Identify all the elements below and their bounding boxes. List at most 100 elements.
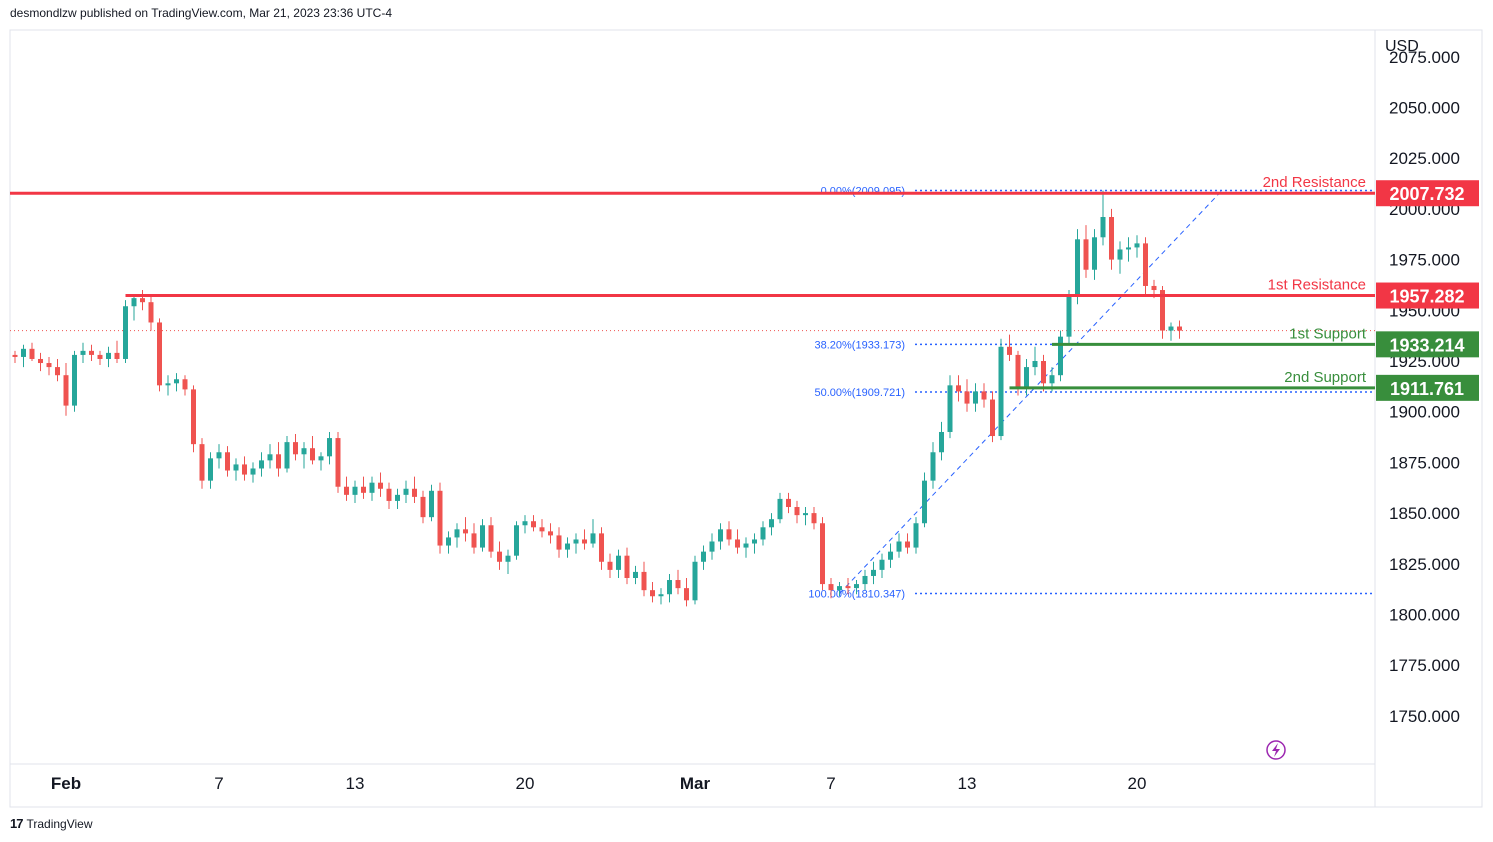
candle-body	[845, 586, 851, 589]
candle	[973, 383, 978, 412]
candle	[1092, 229, 1097, 280]
candle-body	[395, 494, 400, 501]
candle	[922, 472, 927, 528]
fib-trend-line[interactable]	[839, 190, 1223, 594]
candle	[624, 547, 630, 585]
candle-body	[1007, 346, 1012, 355]
x-axis[interactable]: Feb 7 13 20 Mar 7 13 20	[51, 774, 1147, 793]
candle-body	[616, 555, 621, 570]
candle	[148, 296, 154, 331]
candle-body	[335, 438, 341, 487]
candle-body	[828, 584, 834, 591]
candle-body	[293, 442, 298, 455]
candle-body	[420, 496, 426, 518]
candle-body	[939, 431, 944, 453]
candle-body	[12, 354, 18, 357]
candle	[1041, 354, 1046, 392]
support-price-tag[interactable]	[1376, 331, 1479, 358]
candle	[811, 507, 817, 530]
candle-body	[361, 486, 366, 493]
candle	[46, 356, 52, 376]
candle	[471, 523, 477, 554]
tradingview-logo-icon[interactable]: 17	[10, 816, 24, 831]
candle-body	[998, 346, 1004, 437]
resistance-price-tag[interactable]	[1376, 282, 1479, 309]
x-tick-label: 20	[1128, 774, 1147, 793]
candle-body	[114, 352, 120, 359]
candle-body	[1126, 247, 1131, 250]
candle-body	[446, 537, 451, 546]
candle-body	[284, 442, 290, 469]
candle-body	[1134, 243, 1140, 248]
candle-body	[701, 551, 706, 562]
candle	[123, 300, 128, 364]
support-label: 2nd Support	[1284, 369, 1367, 386]
support-resistance-levels[interactable]: 2nd Resistance 2007.732 1st Resistance 1957…	[10, 174, 1479, 401]
candle-body	[607, 561, 613, 570]
candle-body	[242, 464, 247, 475]
candle-body	[131, 298, 137, 307]
candle	[1007, 334, 1012, 361]
candle-body	[667, 580, 672, 595]
candle-body	[1049, 375, 1055, 384]
candle	[964, 379, 970, 412]
candle-body	[488, 525, 494, 552]
candle	[344, 476, 349, 501]
candle-body	[1177, 326, 1182, 331]
candle-body	[726, 529, 732, 540]
fib-level-label: 38.20%(1933.173)	[814, 339, 905, 351]
candle	[684, 577, 689, 607]
candle-body	[590, 533, 596, 544]
candle	[80, 342, 86, 364]
candle	[879, 553, 885, 578]
candle-body	[769, 519, 774, 528]
candle-body	[633, 571, 638, 578]
candle	[735, 529, 740, 554]
candle-body	[556, 535, 562, 550]
candle	[437, 482, 443, 554]
candle	[233, 458, 239, 481]
candle	[55, 358, 60, 382]
candle-body	[267, 454, 273, 461]
candle-body	[208, 458, 213, 481]
candle-body	[72, 354, 77, 406]
candle	[820, 517, 825, 591]
candle-body	[429, 490, 434, 518]
candle	[675, 569, 681, 595]
candles	[12, 190, 1182, 607]
candle-body	[106, 352, 111, 359]
candle-body	[1015, 354, 1021, 388]
candle-body	[641, 571, 647, 591]
lightning-icon[interactable]	[1266, 740, 1286, 760]
candle	[488, 517, 494, 558]
candle	[947, 375, 953, 439]
candle-body	[63, 375, 69, 406]
candle-body	[250, 468, 256, 475]
candle-body	[692, 561, 698, 601]
candle-body	[905, 541, 910, 548]
resistance-price-tag[interactable]	[1376, 180, 1479, 207]
candle-body	[80, 350, 86, 355]
candle	[480, 519, 485, 552]
candle	[318, 452, 324, 471]
candle	[939, 421, 944, 461]
candle-body	[55, 367, 60, 376]
candle-body	[1143, 243, 1148, 286]
candle-body	[38, 358, 43, 364]
candle	[1032, 346, 1038, 376]
y-tick-label: 1825.000	[1389, 555, 1460, 574]
candle	[301, 442, 307, 469]
candle	[38, 352, 43, 372]
candle-body	[930, 452, 936, 481]
candle	[335, 431, 341, 493]
candle	[250, 462, 256, 483]
fibonacci-retracement[interactable]: 0.00%(2009.095) 38.20%(1933.173) 50.00%(19…	[808, 185, 1372, 601]
candle-body	[233, 464, 239, 471]
candle	[369, 476, 375, 501]
support-price-tag[interactable]	[1376, 374, 1479, 401]
candle	[709, 533, 715, 560]
candle	[327, 431, 332, 465]
candle-body	[820, 523, 825, 585]
candle	[913, 517, 919, 554]
